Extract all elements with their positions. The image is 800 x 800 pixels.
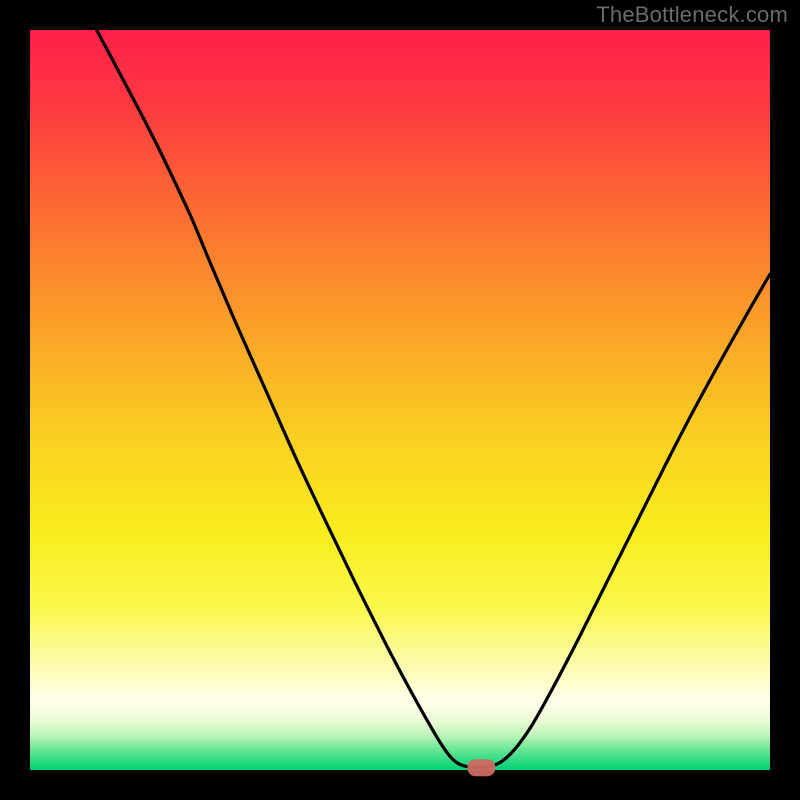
bottleneck-chart — [0, 0, 800, 800]
gradient-background — [30, 30, 770, 770]
optimal-marker — [467, 759, 495, 776]
watermark-text: TheBottleneck.com — [596, 2, 788, 28]
